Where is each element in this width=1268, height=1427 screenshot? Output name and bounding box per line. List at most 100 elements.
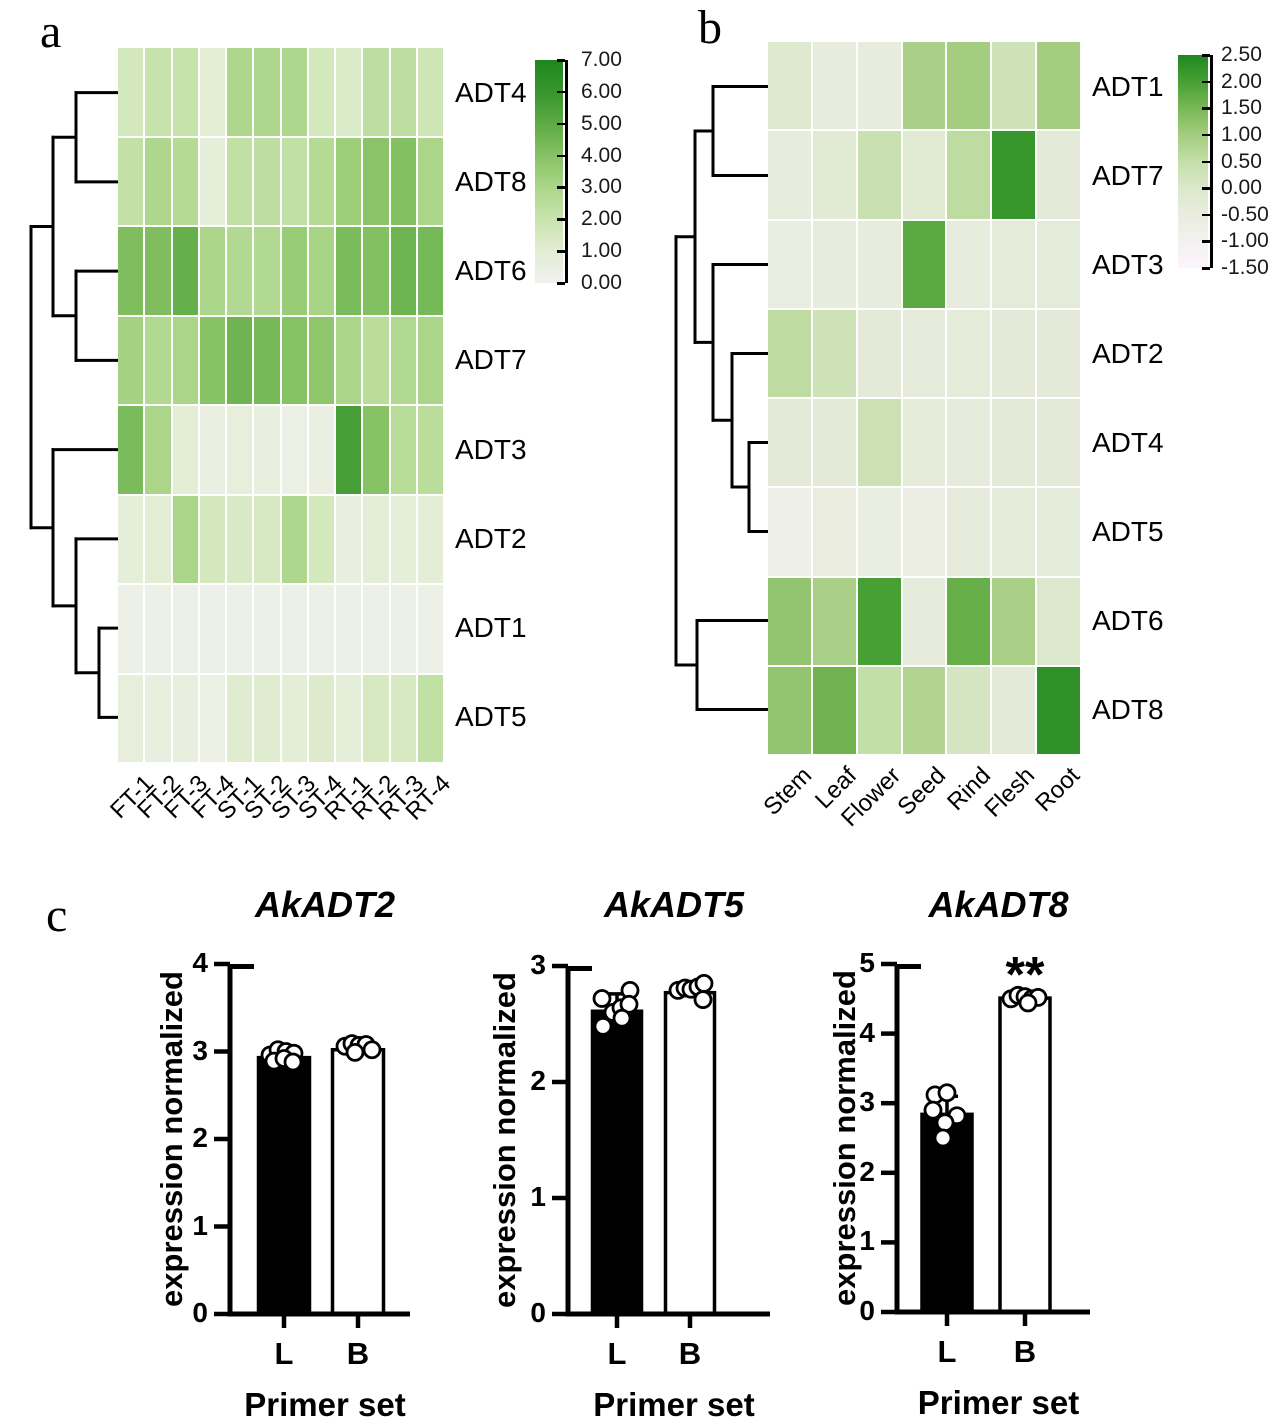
heatmap-a-cell	[118, 316, 144, 404]
heatmap-b-cell	[768, 220, 811, 308]
heatmap-a-cell	[336, 227, 362, 315]
heatmap-b-cell	[947, 666, 991, 754]
heatmap-a-cell	[254, 48, 280, 136]
colorbar-b-tick	[1202, 107, 1210, 110]
heatmap-a-cell	[390, 674, 416, 762]
heatmap-a-cell	[145, 406, 171, 494]
heatmap-a-cell	[145, 137, 171, 225]
heatmap-b-cell	[768, 666, 811, 754]
heatmap-a-cell	[308, 227, 334, 315]
data-point	[937, 1083, 957, 1103]
heatmap-b-cell	[812, 309, 856, 397]
bar-chart-akadt2-ytick-label: 3	[192, 1034, 208, 1066]
heatmap-a-cell	[417, 585, 443, 673]
heatmap-b-row-label: ADT3	[1092, 248, 1164, 280]
bar-chart-akadt2	[214, 961, 410, 1328]
colorbar-a-tick	[557, 282, 565, 285]
heatmap-b-cell	[902, 577, 946, 665]
heatmap-b-cell	[947, 131, 991, 219]
heatmap-a-cell	[390, 585, 416, 673]
heatmap-a-cell	[281, 137, 307, 225]
bar-chart-akadt8-ytick-label: 2	[859, 1155, 875, 1187]
heatmap-b-cell	[1037, 220, 1080, 308]
heatmap-a-row-label: ADT7	[455, 344, 527, 376]
heatmap-a-cell	[227, 585, 253, 673]
colorbar-a-tick	[557, 59, 565, 62]
heatmap-a-cell	[336, 585, 362, 673]
heatmap-a-cell	[254, 674, 280, 762]
heatmap-a-cell	[227, 48, 253, 136]
bar-chart-akadt8-category-label: L	[937, 1334, 957, 1369]
heatmap-a-cell	[363, 406, 389, 494]
heatmap-a-cell	[254, 137, 280, 225]
heatmap-a-cell	[145, 674, 171, 762]
colorbar-b-tick-label: 0.00	[1221, 176, 1262, 200]
bar-chart-akadt8-ytick-label: 0	[859, 1295, 875, 1326]
colorbar-a-tick	[557, 122, 565, 126]
bar-chart-akadt5-ytick-label: 3	[530, 949, 546, 980]
colorbar-b-tick	[1202, 160, 1210, 163]
heatmap-b-cell	[857, 131, 901, 219]
heatmap-a-cell	[336, 316, 362, 404]
heatmap-b-cell	[857, 666, 901, 754]
heatmap-a-cell	[281, 585, 307, 673]
colorbar-a-tick	[557, 154, 565, 158]
bar-chart-akadt2-ytick-label: 2	[192, 1122, 208, 1153]
heatmap-b-cell	[902, 42, 946, 130]
heatmap-b-cell	[902, 131, 946, 219]
colorbar-a-tick-label: 6.00	[581, 79, 622, 103]
colorbar-a-tick-label: 5.00	[581, 111, 622, 135]
data-point	[362, 1040, 382, 1060]
heatmap-b-cell	[812, 399, 856, 487]
heatmap-a-cell	[308, 585, 334, 673]
heatmap-b-cell	[812, 577, 856, 665]
heatmap-a-cell	[172, 585, 198, 673]
heatmap-a-cell	[172, 406, 198, 494]
data-point	[1018, 993, 1038, 1013]
heatmap-a-cell	[145, 48, 171, 136]
heatmap-a-cell	[199, 137, 225, 225]
bar-L	[256, 1055, 312, 1316]
heatmap-a-row-label: ADT3	[455, 433, 527, 465]
heatmap-a-cell	[172, 227, 198, 315]
bar-chart-akadt2-ytick-label: 0	[192, 1297, 208, 1328]
data-point	[935, 1113, 955, 1133]
colorbar-b-tick	[1202, 213, 1210, 217]
colorbar-b-tick	[1202, 267, 1210, 270]
heatmap-a-cell	[336, 48, 362, 136]
heatmap-b-cell	[768, 399, 811, 487]
colorbar-a-tick-label: 3.00	[581, 175, 622, 199]
colorbar-b-tick-label: 2.50	[1221, 43, 1262, 66]
heatmap-a-cell	[308, 48, 334, 136]
heatmap-a-cell	[172, 674, 198, 762]
heatmap-a-row-label: ADT8	[455, 165, 527, 197]
heatmap-a-row-label: ADT2	[455, 522, 527, 554]
data-point	[593, 1016, 613, 1036]
heatmap-b-row-label: ADT1	[1092, 70, 1164, 102]
heatmap-a-cell	[336, 495, 362, 583]
heatmap-a-cell	[199, 674, 225, 762]
heatmap-a-cell	[199, 406, 225, 494]
heatmap-b-cell	[812, 488, 856, 576]
bar-chart-akadt5-ytick-label: 2	[530, 1065, 546, 1096]
data-point	[694, 974, 714, 993]
bar-chart-akadt2-category-label: B	[346, 1336, 370, 1371]
heatmap-a-cell	[390, 406, 416, 494]
colorbar-a-tick-label: 7.00	[581, 48, 622, 71]
bar-chart-akadt2-ytick-label: 4	[192, 947, 208, 978]
colorbar-a-axis-line	[565, 60, 568, 283]
heatmap-a-cell	[281, 674, 307, 762]
heatmap-a-cell	[363, 495, 389, 583]
heatmap-a-cell	[308, 137, 334, 225]
heatmap-b-cell	[992, 131, 1036, 219]
heatmap-a-cell	[417, 674, 443, 762]
colorbar-b-tick-label: 1.00	[1221, 122, 1262, 146]
heatmap-a-cell	[145, 227, 171, 315]
heatmap-b-cell	[812, 666, 856, 754]
heatmap-b-cell	[1037, 309, 1080, 397]
colorbar-a-tick	[557, 186, 565, 189]
data-point	[592, 989, 612, 1008]
heatmap-b-cell	[857, 577, 901, 665]
